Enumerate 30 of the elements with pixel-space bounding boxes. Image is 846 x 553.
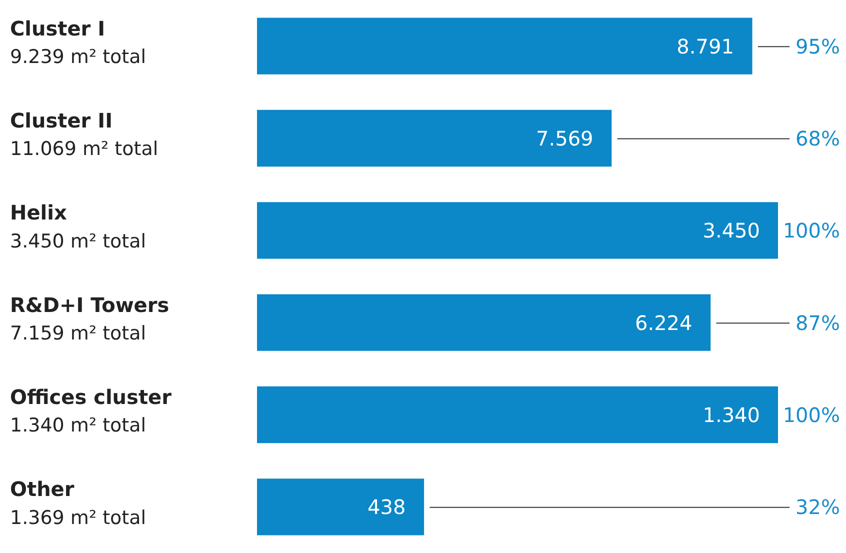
data-label: 68% (796, 126, 840, 150)
bar (257, 294, 711, 351)
data-label: 100% (782, 218, 840, 243)
text: 3.450 m² total (10, 230, 146, 252)
bar (257, 110, 612, 167)
bar (257, 18, 752, 74)
annotation: 6.224 (635, 310, 692, 335)
annotation: 3.450 (702, 218, 760, 243)
text: 7.159 m² total (10, 322, 146, 345)
annotation: 8.791 (676, 34, 734, 58)
y-tick-label: Other (10, 477, 74, 502)
y-tick-label: Offices cluster (10, 384, 172, 409)
y-tick-label: R&D+I Towers (10, 292, 170, 317)
y-tick-label: Cluster I (10, 16, 106, 40)
data-label: 100% (782, 402, 840, 427)
annotation: 7.569 (536, 126, 594, 150)
text: 11.069 m² total (10, 138, 158, 160)
annotation: 438 (368, 495, 406, 520)
data-label: 87% (796, 310, 840, 335)
bar (257, 202, 778, 259)
annotation: 1.340 (702, 402, 760, 427)
text: 9.239 m² total (10, 46, 146, 68)
bar (257, 386, 778, 444)
y-tick-label: Cluster II (10, 108, 113, 132)
data-label: 32% (796, 495, 840, 520)
data-label: 95% (796, 34, 840, 58)
text: 1.340 m² total (10, 414, 146, 437)
y-tick-label: Helix (10, 200, 68, 225)
bar (257, 478, 424, 536)
text: 1.369 m² total (10, 506, 146, 529)
